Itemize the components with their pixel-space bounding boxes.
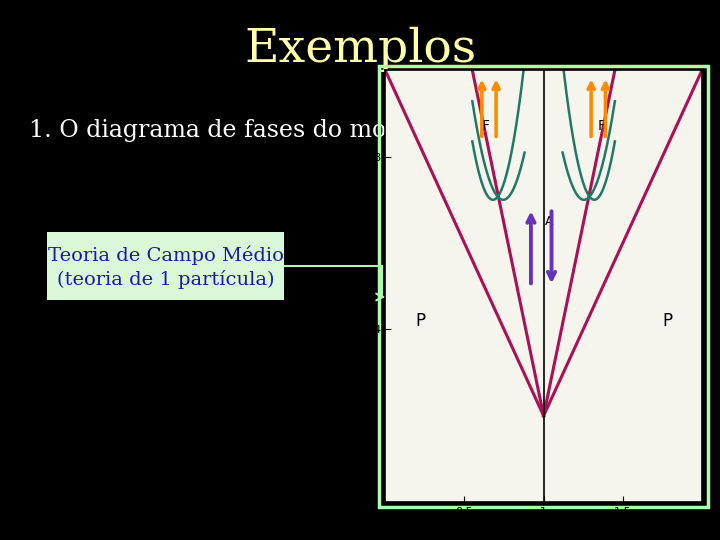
Text: A: A	[545, 215, 554, 228]
Text: P: P	[662, 312, 672, 330]
X-axis label: $\rho$: $\rho$	[538, 518, 549, 535]
Text: Exemplos: Exemplos	[244, 27, 476, 72]
Text: T: T	[522, 119, 538, 142]
Text: 1. O diagrama de fases do modelo de Hubbard 2-D, a: 1. O diagrama de fases do modelo de Hubb…	[29, 119, 672, 142]
Text: 0: 0	[382, 520, 389, 530]
Text: F: F	[598, 119, 606, 133]
Text: 2: 2	[698, 520, 706, 530]
Text: P: P	[415, 312, 425, 330]
Text: = 0: = 0	[535, 119, 585, 142]
Text: F: F	[482, 119, 490, 133]
Text: Teoria de Campo Médio: Teoria de Campo Médio	[48, 245, 284, 265]
FancyArrowPatch shape	[377, 294, 384, 300]
Y-axis label: U/t: U/t	[351, 273, 369, 286]
FancyBboxPatch shape	[47, 232, 284, 300]
Text: (teoria de 1 partícula): (teoria de 1 partícula)	[57, 270, 274, 289]
